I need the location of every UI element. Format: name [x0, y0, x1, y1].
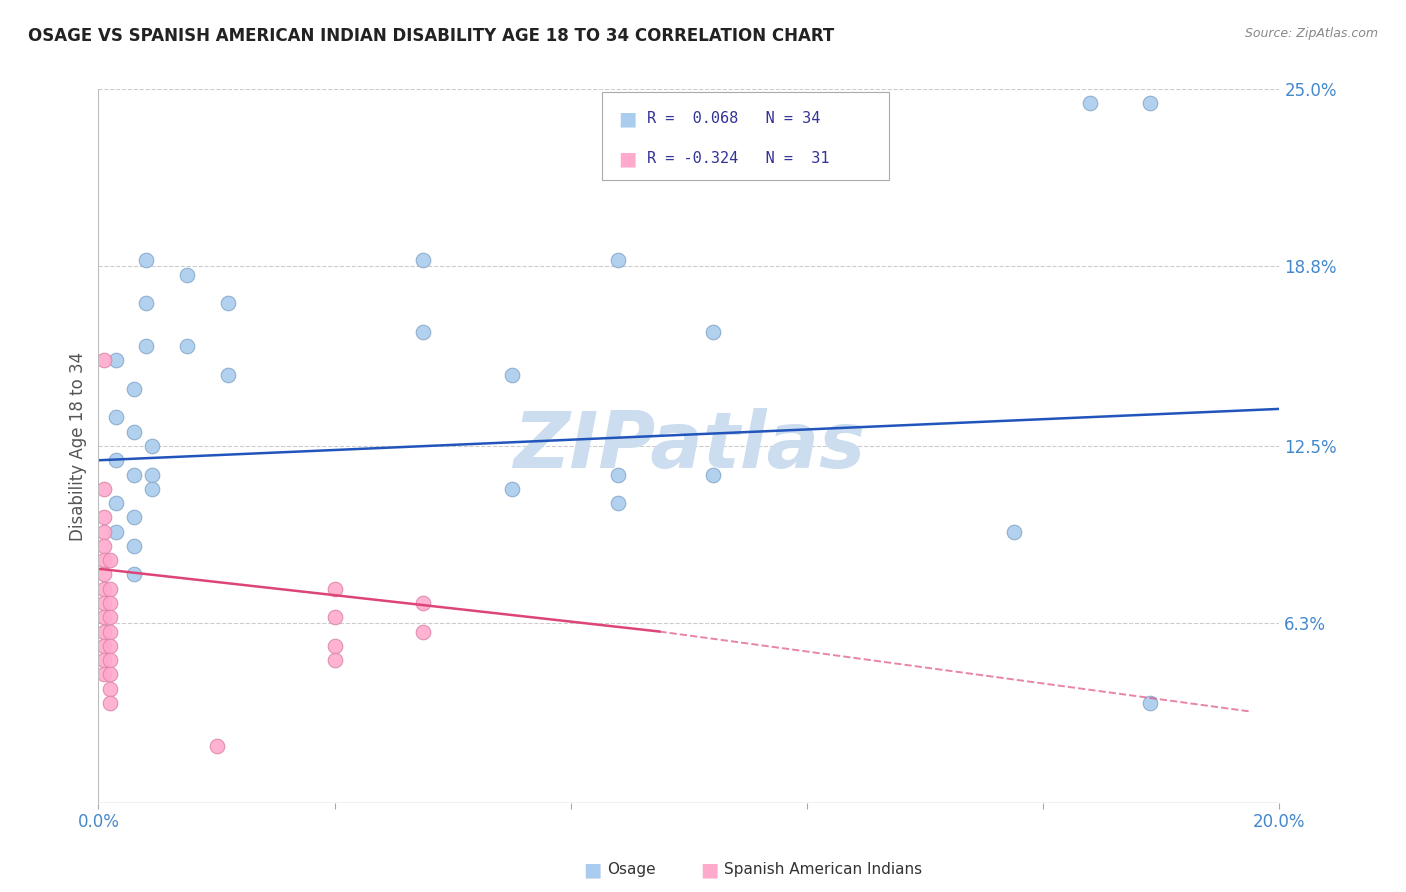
Point: [122, 567, 145, 582]
Point: [93, 510, 115, 524]
Point: [412, 253, 434, 268]
Point: [105, 453, 128, 467]
Point: [323, 610, 346, 624]
Point: [176, 268, 198, 282]
Point: [105, 524, 128, 539]
Point: [135, 296, 157, 310]
Text: ■: ■: [619, 109, 637, 128]
Text: R =  0.068   N = 34: R = 0.068 N = 34: [647, 112, 820, 126]
Point: [93, 539, 115, 553]
Point: [98, 667, 121, 681]
Point: [93, 524, 115, 539]
Text: OSAGE VS SPANISH AMERICAN INDIAN DISABILITY AGE 18 TO 34 CORRELATION CHART: OSAGE VS SPANISH AMERICAN INDIAN DISABIL…: [28, 27, 834, 45]
Point: [217, 368, 239, 382]
Point: [141, 467, 163, 482]
Point: [1139, 696, 1161, 710]
Point: [98, 596, 121, 610]
Point: [98, 610, 121, 624]
Point: [122, 467, 145, 482]
Point: [1080, 96, 1102, 111]
Point: [135, 339, 157, 353]
Point: [217, 296, 239, 310]
Point: [98, 624, 121, 639]
Text: ■: ■: [700, 860, 718, 880]
Point: [412, 596, 434, 610]
Point: [93, 667, 115, 681]
Point: [98, 553, 121, 567]
Point: [501, 368, 523, 382]
Point: [98, 681, 121, 696]
Point: [323, 653, 346, 667]
Point: [93, 482, 115, 496]
Point: [607, 253, 630, 268]
Point: [105, 496, 128, 510]
Point: [98, 696, 121, 710]
Point: [93, 610, 115, 624]
Point: [93, 553, 115, 567]
Point: [105, 410, 128, 425]
Point: [98, 653, 121, 667]
Point: [93, 582, 115, 596]
Text: ■: ■: [583, 860, 602, 880]
Point: [93, 596, 115, 610]
Point: [93, 567, 115, 582]
Point: [501, 482, 523, 496]
Text: R = -0.324   N =  31: R = -0.324 N = 31: [647, 152, 830, 166]
Point: [98, 639, 121, 653]
Point: [176, 339, 198, 353]
Point: [412, 325, 434, 339]
Text: Spanish American Indians: Spanish American Indians: [724, 863, 922, 877]
Point: [122, 382, 145, 396]
Point: [412, 624, 434, 639]
Point: [93, 624, 115, 639]
Point: [205, 739, 228, 753]
Point: [122, 425, 145, 439]
Point: [702, 467, 724, 482]
Point: [141, 439, 163, 453]
Point: [1139, 96, 1161, 111]
Point: [702, 325, 724, 339]
Point: [607, 467, 630, 482]
Point: [122, 539, 145, 553]
Text: ■: ■: [619, 149, 637, 169]
Point: [105, 353, 128, 368]
Text: Source: ZipAtlas.com: Source: ZipAtlas.com: [1244, 27, 1378, 40]
Point: [98, 582, 121, 596]
Y-axis label: Disability Age 18 to 34: Disability Age 18 to 34: [69, 351, 87, 541]
Point: [141, 482, 163, 496]
Point: [93, 653, 115, 667]
Point: [122, 510, 145, 524]
Point: [323, 582, 346, 596]
Point: [135, 253, 157, 268]
Point: [93, 353, 115, 368]
Point: [607, 496, 630, 510]
Point: [323, 639, 346, 653]
Point: [93, 639, 115, 653]
Text: Osage: Osage: [607, 863, 657, 877]
Text: ZIPatlas: ZIPatlas: [513, 408, 865, 484]
Point: [1002, 524, 1025, 539]
